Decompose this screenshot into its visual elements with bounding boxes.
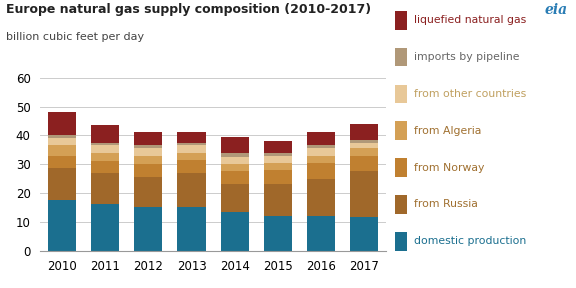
Bar [177, 173, 206, 207]
Text: from Russia: from Russia [414, 200, 478, 209]
Bar [307, 145, 335, 148]
Bar [307, 148, 335, 156]
Bar [350, 156, 378, 171]
Text: imports by pipeline: imports by pipeline [414, 52, 520, 62]
Bar [177, 145, 206, 153]
Bar [307, 156, 335, 163]
Bar [91, 204, 119, 251]
Bar [177, 153, 206, 160]
Bar [91, 143, 119, 145]
Bar [264, 141, 292, 153]
Bar [91, 161, 119, 173]
Bar [350, 140, 378, 143]
Bar [350, 148, 378, 156]
Bar [264, 156, 292, 163]
Bar [221, 153, 249, 157]
Bar [134, 164, 162, 177]
Bar [177, 132, 206, 143]
Bar [48, 168, 76, 200]
Bar [307, 163, 335, 179]
Bar [264, 184, 292, 216]
Text: eia: eia [544, 3, 567, 17]
Bar [91, 173, 119, 204]
Bar [48, 145, 76, 156]
Bar [48, 112, 76, 135]
Bar [264, 153, 292, 156]
Bar [134, 132, 162, 145]
Bar [264, 170, 292, 184]
Bar [350, 143, 378, 148]
Text: domestic production: domestic production [414, 236, 526, 246]
Bar [350, 217, 378, 251]
Text: from Algeria: from Algeria [414, 126, 482, 136]
Bar [134, 145, 162, 148]
Bar [91, 125, 119, 143]
Bar [350, 124, 378, 140]
Bar [177, 160, 206, 173]
Bar [221, 157, 249, 164]
Bar [134, 207, 162, 251]
Text: from other countries: from other countries [414, 89, 526, 99]
Text: Europe natural gas supply composition (2010-2017): Europe natural gas supply composition (2… [6, 3, 371, 16]
Bar [91, 145, 119, 153]
Text: from Norway: from Norway [414, 163, 484, 173]
Bar [48, 138, 76, 145]
Bar [48, 135, 76, 138]
Bar [134, 177, 162, 207]
Bar [91, 153, 119, 161]
Text: liquefied natural gas: liquefied natural gas [414, 15, 526, 25]
Bar [48, 156, 76, 168]
Bar [307, 179, 335, 216]
Text: billion cubic feet per day: billion cubic feet per day [6, 32, 144, 42]
Bar [221, 164, 249, 171]
Bar [307, 216, 335, 251]
Bar [350, 171, 378, 217]
Bar [48, 200, 76, 251]
Bar [177, 207, 206, 251]
Bar [134, 148, 162, 156]
Bar [264, 163, 292, 170]
Bar [221, 171, 249, 184]
Bar [307, 132, 335, 145]
Bar [221, 184, 249, 212]
Bar [221, 212, 249, 251]
Bar [134, 156, 162, 164]
Bar [221, 137, 249, 153]
Bar [177, 143, 206, 145]
Bar [264, 216, 292, 251]
